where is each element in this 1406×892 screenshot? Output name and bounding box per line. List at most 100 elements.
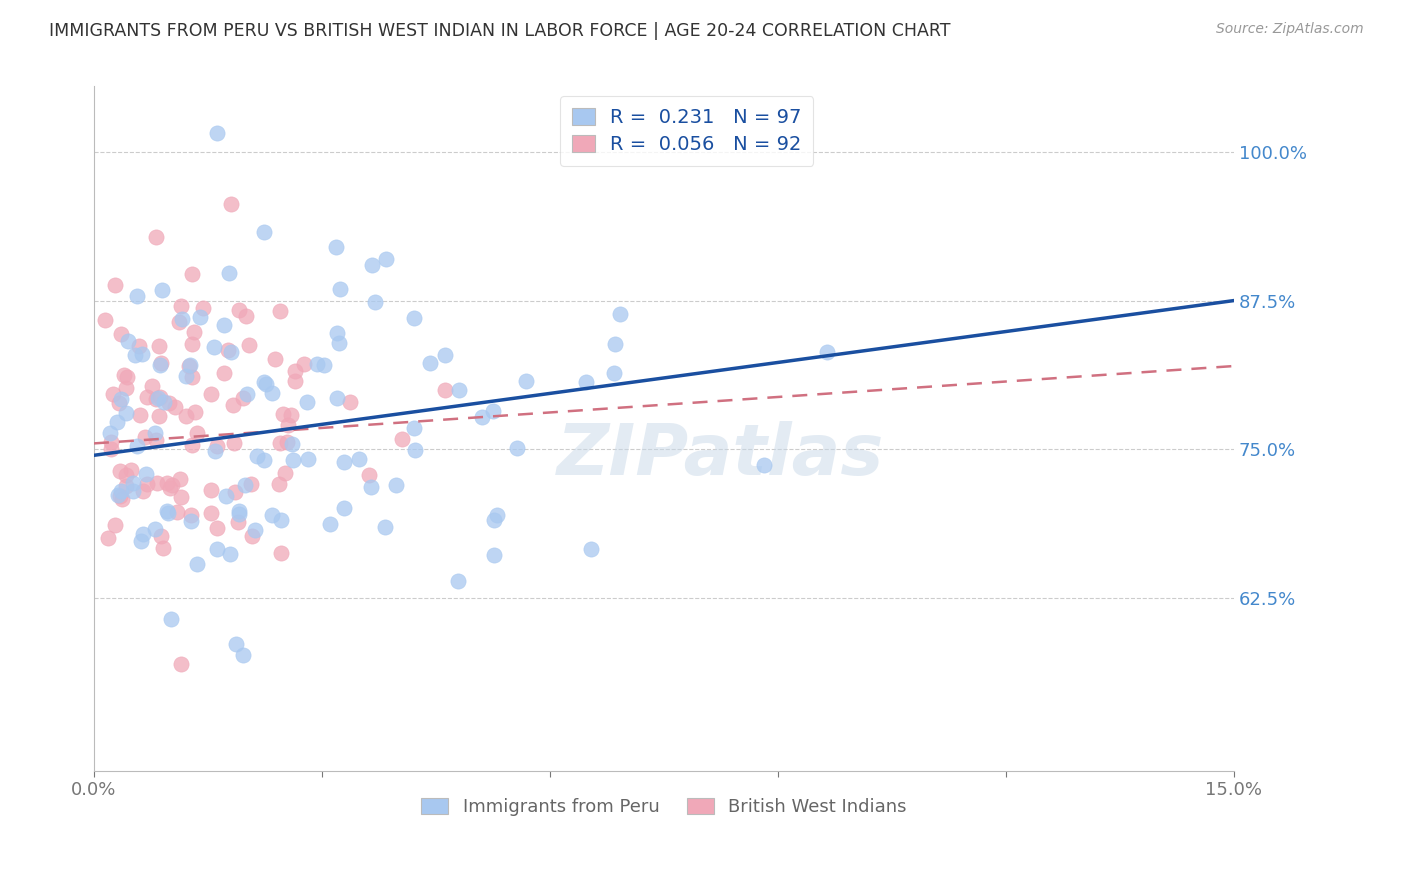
Point [360,480,382,494]
Point [222,398,245,412]
Point [125,439,148,453]
Point [180,438,202,452]
Point [143,522,166,536]
Point [752,458,775,472]
Point [169,315,191,329]
Point [205,542,228,557]
Point [114,406,136,420]
Point [325,240,347,254]
Point [170,311,193,326]
Point [326,326,349,340]
Point [188,310,211,324]
Point [603,337,626,351]
Point [129,409,152,423]
Point [165,400,187,414]
Point [228,504,250,518]
Point [219,345,242,359]
Point [253,225,276,239]
Point [228,302,250,317]
Text: Source: ZipAtlas.com: Source: ZipAtlas.com [1216,22,1364,37]
Legend: Immigrants from Peru, British West Indians: Immigrants from Peru, British West India… [413,790,914,823]
Point [212,366,235,380]
Point [481,404,503,418]
Point [111,492,134,507]
Point [404,421,426,435]
Point [235,386,257,401]
Point [160,612,183,626]
Point [94,313,117,327]
Point [205,521,228,535]
Point [141,379,163,393]
Point [200,386,222,401]
Point [150,356,173,370]
Point [110,489,132,503]
Point [181,267,204,281]
Point [143,425,166,440]
Point [375,252,398,267]
Point [160,478,183,492]
Point [131,527,153,541]
Point [506,441,529,455]
Point [319,517,342,532]
Point [264,352,287,367]
Point [433,348,456,362]
Point [131,347,153,361]
Point [205,127,228,141]
Point [221,196,243,211]
Point [385,478,408,492]
Point [149,359,172,373]
Point [609,307,631,321]
Point [156,476,179,491]
Point [200,506,222,520]
Point [157,396,180,410]
Point [101,387,124,401]
Text: IMMIGRANTS FROM PERU VS BRITISH WEST INDIAN IN LABOR FORCE | AGE 20-24 CORRELATI: IMMIGRANTS FROM PERU VS BRITISH WEST IND… [49,22,950,40]
Point [215,489,238,503]
Point [269,435,291,450]
Point [191,301,214,316]
Point [153,395,176,409]
Point [280,408,302,422]
Point [156,506,179,520]
Point [273,408,295,422]
Point [146,391,169,405]
Point [815,345,838,359]
Point [170,490,193,504]
Point [149,528,172,542]
Point [204,443,226,458]
Point [274,466,297,480]
Point [329,282,352,296]
Point [129,534,152,549]
Point [104,277,127,292]
Point [267,476,290,491]
Point [364,294,387,309]
Point [122,484,145,499]
Point [326,391,349,405]
Point [240,529,263,543]
Point [218,266,240,280]
Point [434,384,457,398]
Point [281,437,304,451]
Point [112,368,135,382]
Point [277,418,299,433]
Point [347,452,370,467]
Point [159,482,181,496]
Point [108,464,131,478]
Point [269,304,291,318]
Text: ZIPatlas: ZIPatlas [557,421,884,491]
Point [150,283,173,297]
Point [145,392,167,406]
Point [107,396,129,410]
Point [235,478,257,492]
Point [404,443,426,458]
Point [232,391,254,405]
Point [105,415,128,429]
Point [115,478,138,492]
Point [579,542,602,557]
Point [128,339,150,353]
Point [110,392,132,406]
Point [253,375,276,389]
Point [98,425,121,440]
Point [117,334,139,349]
Point [132,484,155,499]
